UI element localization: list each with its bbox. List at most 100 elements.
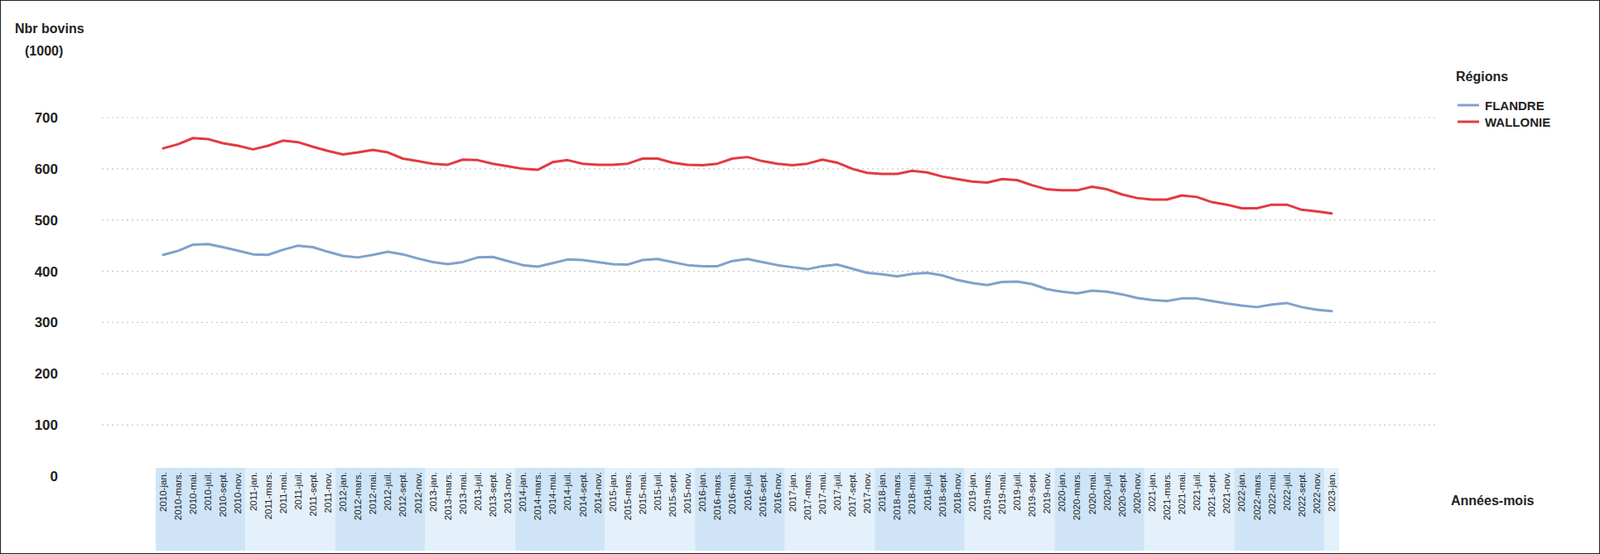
x-tick-label: 2014-jan. [517,472,528,512]
year-band [1144,467,1235,551]
x-tick-label: 2010-jan. [158,472,169,512]
x-tick-label: 2011-nov. [322,472,333,513]
x-tick-label: 2017-mars. [802,472,813,521]
y-tick-label: 700 [34,110,58,126]
legend: Régions FLANDRE WALLONIE [1455,69,1551,130]
y-axis-label-line: Nbr bovins [14,21,85,36]
x-tick-label: 2011-sept. [308,472,319,517]
x-tick-label: 2018-sept. [937,472,948,517]
grid-line [101,373,1439,375]
x-tick-label: 2017-juil. [832,472,843,511]
x-tick-label: 2018-nov. [952,472,963,514]
x-tick-label: 2013-nov. [502,472,513,514]
x-tick-label: 2014-mai. [547,472,558,515]
x-tick-label: 2014-juil. [562,472,573,511]
x-tick-label: 2013-juil. [472,472,483,511]
grid-line [101,219,1439,221]
legend-title: Régions [1455,69,1509,84]
x-tick-label: 2022-juil. [1281,472,1292,511]
x-tick-label: 2016-juil. [742,472,753,511]
x-tick-label: 2020-nov. [1132,472,1143,514]
x-tick-label: 2016-jan. [697,472,708,512]
x-tick-label: 2014-sept. [578,472,588,517]
legend-label: WALLONIE [1484,115,1551,130]
x-tick-label: 2022-sept. [1296,472,1307,517]
y-tick-label: 200 [34,366,58,382]
grid-line [101,424,1439,426]
y-grid [101,117,1439,425]
x-tick-label: 2018-juil. [922,472,933,511]
x-label-band [155,467,1340,551]
x-tick-label: 2023-jan. [1326,472,1337,512]
chart: 01002003004005006007002010-jan.2010-mars… [0,0,1600,554]
x-tick-label: 2014-mars. [532,472,543,521]
x-tick-label: 2015-juil. [652,472,663,511]
year-band [515,467,606,551]
x-tick-label: 2015-mai. [637,472,648,515]
x-tick-label: 2021-juil. [1191,472,1202,511]
x-tick-label: 2018-mars. [891,472,902,521]
y-tick-label: 400 [34,264,58,280]
x-tick-label: 2017-jan. [787,472,798,512]
x-tick-label: 2013-sept. [487,472,498,517]
x-tick-label: 2013-jan. [428,472,439,512]
x-tick-label: 2016-mai. [727,472,738,515]
x-tick-label: 2015-nov. [682,472,693,514]
x-tick-label: 2012-jan. [337,472,348,512]
x-tick-label: 2014-nov. [592,472,603,514]
x-tick-label: 2021-mai. [1176,472,1187,515]
grid-line [101,116,1439,118]
x-tick-label: 2012-mai. [367,472,378,515]
y-tick-label: 100 [34,417,58,434]
x-tick-label: 2021-nov. [1221,472,1232,514]
year-band [1233,467,1325,551]
year-band [335,467,426,551]
year-band [694,467,786,551]
x-tick-label: 2015-sept. [667,472,678,517]
x-tick-label: 2017-mai. [817,472,828,515]
x-tick-label: 2015-mars. [622,472,633,521]
x-tick-label: 2021-mars. [1161,472,1172,521]
x-tick-label: 2012-juil. [382,472,393,511]
x-tick-label: 2011-mars. [263,472,274,520]
x-tick-label: 2019-mars. [982,472,993,521]
x-tick-labels: 2010-jan.2010-mars.2010-mai.2010-juil.20… [158,472,1337,521]
x-tick-label: 2010-sept. [217,472,228,517]
y-tick-label: 600 [34,161,58,178]
series-line [163,244,1332,312]
year-band [1054,467,1145,551]
x-tick-label: 2012-sept. [397,472,408,517]
x-tick-label: 2016-mars. [712,472,723,521]
x-tick-label: 2012-nov. [413,472,424,514]
x-tick-label: 2019-sept. [1026,472,1037,517]
x-tick-label: 2022-nov. [1311,472,1322,514]
x-tick-label: 2020-mars. [1071,472,1082,521]
x-tick-label: 2021-jan. [1146,472,1157,512]
x-tick-label: 2013-mars. [443,472,454,521]
legend-label: FLANDRE [1484,98,1545,113]
year-band [785,467,876,551]
x-tick-label: 2015-jan. [607,472,618,512]
x-tick-label: 2020-sept. [1117,472,1128,517]
x-tick-label: 2018-mai. [906,472,917,515]
legend-swatch [1457,104,1480,107]
x-tick-label: 2018-jan. [877,472,887,512]
grid-line [101,322,1439,323]
x-tick-label: 2019-jan. [967,472,978,512]
lines [163,138,1332,312]
year-band [964,467,1056,551]
grid-line [101,168,1439,169]
year-band [425,467,516,551]
y-axis-label-line: (1000) [24,43,63,58]
y-tick-label: 0 [50,468,58,485]
x-tick-label: 2017-sept. [847,472,858,517]
y-tick-label: 500 [34,212,58,229]
y-axis-label: Nbr bovins (1000) [14,21,85,58]
x-tick-label: 2019-mai. [997,472,1008,515]
x-axis-label: Années-mois [1450,493,1535,508]
x-tick-label: 2019-juil. [1012,472,1022,511]
x-tick-label: 2020-mai. [1087,472,1098,515]
year-band [245,467,336,551]
x-tick-label: 2022-mai. [1267,472,1278,515]
x-tick-label: 2016-sept. [757,472,768,517]
